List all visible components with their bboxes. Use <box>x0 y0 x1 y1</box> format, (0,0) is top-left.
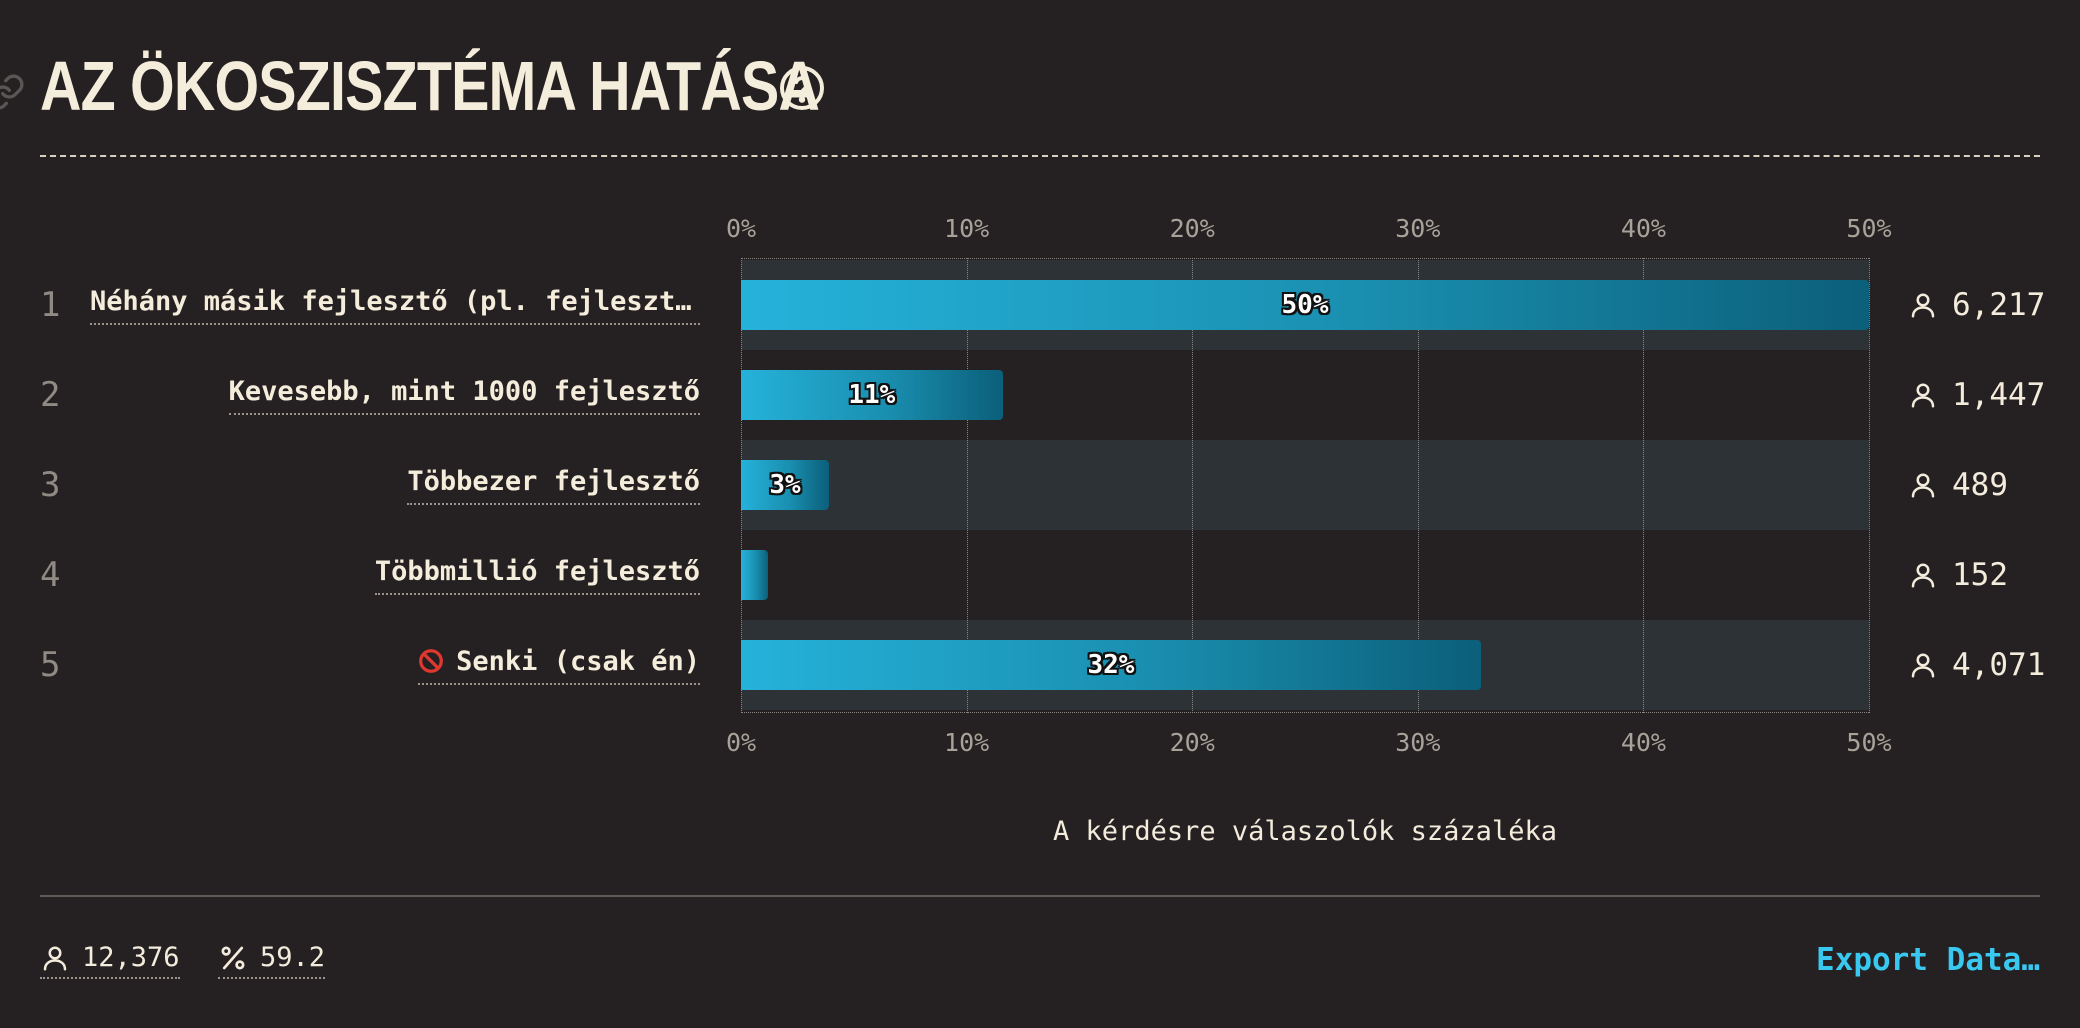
x-tick-label-top: 40% <box>1620 214 1666 243</box>
x-tick-label-bottom: 10% <box>944 728 990 757</box>
x-axis-title: A kérdésre válaszolók százaléka <box>1053 816 1557 847</box>
row-band <box>741 530 1869 620</box>
x-tick-label-top: 50% <box>1846 214 1892 243</box>
row-count: 6,217 <box>1908 260 2045 350</box>
grid-line <box>966 258 968 713</box>
row-label[interactable]: Többezer fejlesztő <box>407 463 700 505</box>
row-label[interactable]: Kevesebb, mint 1000 fejlesztő <box>228 373 700 415</box>
person-icon <box>1911 563 1935 588</box>
bar[interactable] <box>741 370 1003 420</box>
bar[interactable] <box>741 550 769 600</box>
row-label[interactable]: Néhány másik fejlesztő (pl. fejlesztőkén… <box>90 283 700 325</box>
row-label-text: Többmillió fejlesztő <box>374 556 700 587</box>
row-count-value: 152 <box>1952 557 2008 593</box>
grid-top-line <box>741 258 1869 259</box>
help-circle-icon[interactable] <box>778 64 826 112</box>
row-label-text: Senki (csak én) <box>456 646 700 677</box>
row-count: 489 <box>1908 440 2008 530</box>
row-rank: 4 <box>40 555 61 595</box>
row-count-value: 6,217 <box>1952 287 2046 323</box>
row-label-text: Többezer fejlesztő <box>407 466 700 497</box>
grid-bottom-line <box>741 712 1869 713</box>
x-tick-label-top: 10% <box>944 214 990 243</box>
row-count-value: 4,071 <box>1952 647 2046 683</box>
row-rank: 5 <box>40 645 61 685</box>
footer-divider <box>40 895 2040 897</box>
bar[interactable] <box>741 280 1869 330</box>
row-rank: 2 <box>40 375 61 415</box>
person-icon <box>1911 383 1935 408</box>
x-tick-label-top: 30% <box>1395 214 1441 243</box>
respondents-count: 12,376 <box>82 942 180 973</box>
title-divider <box>40 155 2040 157</box>
row-count-value: 489 <box>1952 467 2008 503</box>
row-label-text: Kevesebb, mint 1000 fejlesztő <box>228 376 700 407</box>
export-data-link[interactable]: Export Data… <box>1816 942 2040 978</box>
x-tick-label-bottom: 30% <box>1395 728 1441 757</box>
person-icon <box>1911 293 1935 318</box>
row-label[interactable]: Többmillió fejlesztő <box>374 553 700 595</box>
x-tick-label-bottom: 40% <box>1620 728 1666 757</box>
grid-line <box>1417 258 1419 713</box>
percent-icon <box>221 946 245 969</box>
row-label[interactable]: Senki (csak én) <box>418 643 700 685</box>
bar-value-label: 11% <box>848 380 896 410</box>
bar-value-label: 50% <box>1281 290 1329 320</box>
row-count: 1,447 <box>1908 350 2045 440</box>
link-icon[interactable] <box>0 72 26 112</box>
grid-line <box>1192 258 1194 713</box>
no-entry-icon <box>419 649 444 673</box>
row-rank: 1 <box>40 285 61 325</box>
bar-value-label: 3% <box>769 470 801 500</box>
bar[interactable] <box>741 460 829 510</box>
x-tick-label-top: 20% <box>1169 214 1215 243</box>
total-respondents[interactable]: 12,376 <box>40 942 180 979</box>
person-icon <box>1911 473 1935 498</box>
person-icon <box>1911 653 1935 678</box>
grid-line <box>1869 258 1870 713</box>
row-rank: 3 <box>40 465 61 505</box>
row-count-value: 1,447 <box>1952 377 2046 413</box>
row-count: 4,071 <box>1908 620 2045 710</box>
page-title: AZ ÖKOSZISZTÉMA HATÁSA <box>40 47 820 125</box>
response-percentage[interactable]: 59.2 <box>218 942 326 979</box>
row-count: 152 <box>1908 530 2008 620</box>
x-tick-label-bottom: 0% <box>725 728 757 757</box>
x-tick-label-bottom: 50% <box>1846 728 1892 757</box>
person-icon <box>43 946 67 970</box>
row-band <box>741 440 1869 530</box>
row-label-text: Néhány másik fejlesztő (pl. fejlesztőkén… <box>90 286 700 317</box>
x-tick-label-bottom: 20% <box>1169 728 1215 757</box>
grid-line <box>1643 258 1645 713</box>
x-tick-label-top: 0% <box>725 214 757 243</box>
bar-value-label: 32% <box>1087 650 1135 680</box>
percentage-value: 59.2 <box>260 942 326 973</box>
bar[interactable] <box>741 640 1481 690</box>
